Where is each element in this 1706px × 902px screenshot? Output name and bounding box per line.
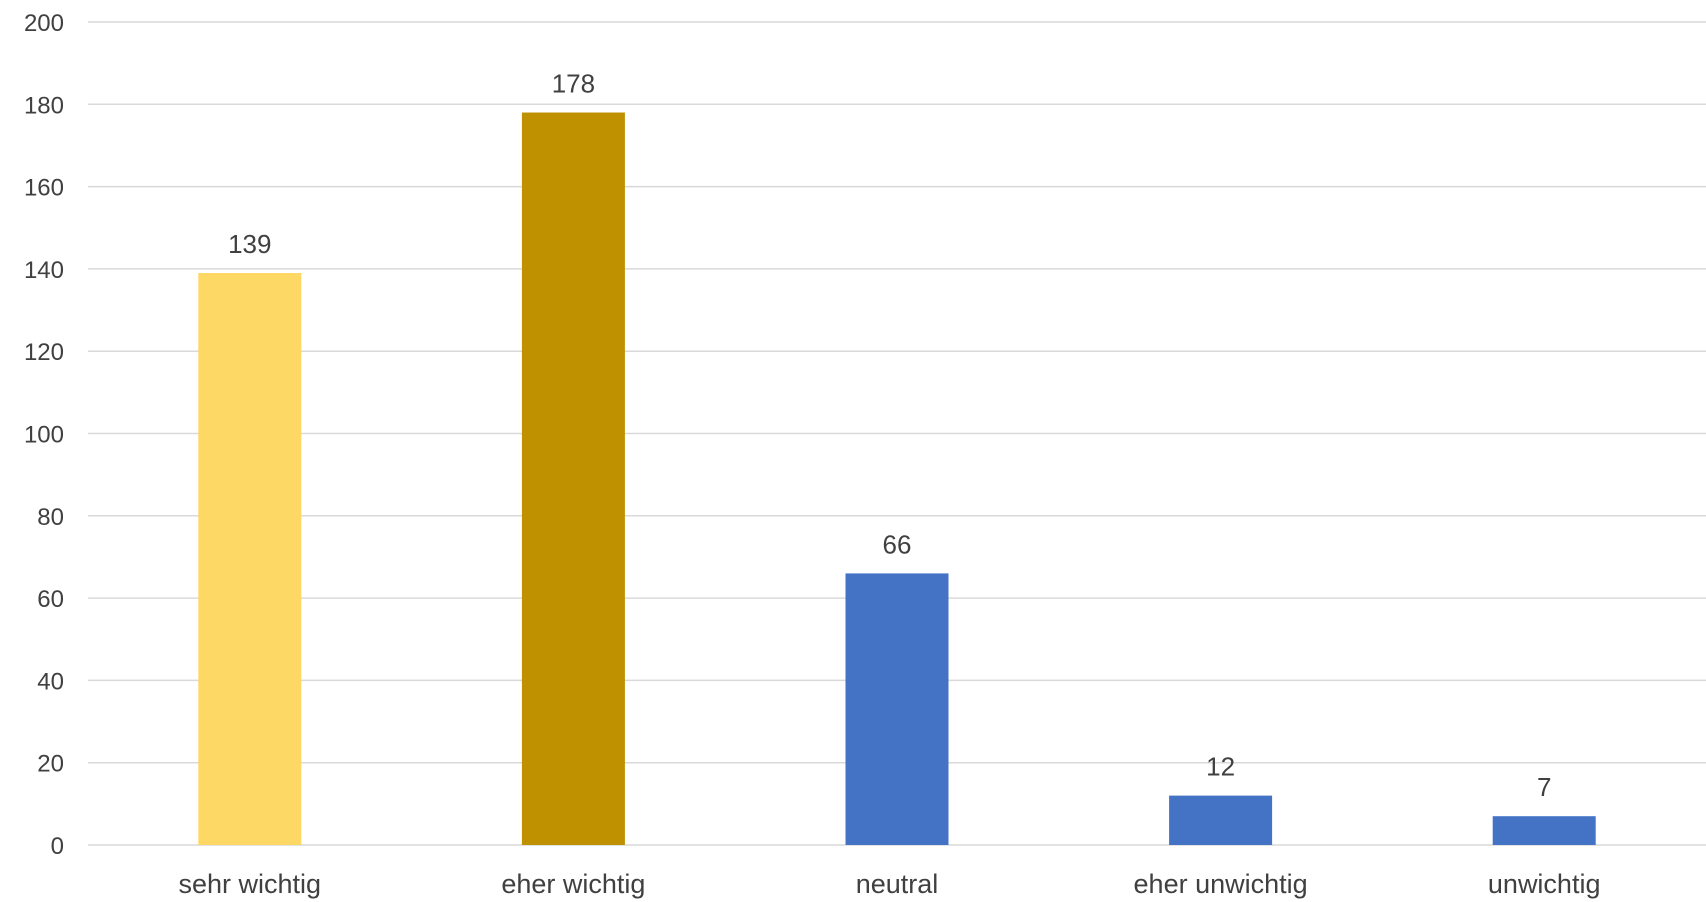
bars xyxy=(198,112,1596,845)
x-category-label: eher wichtig xyxy=(501,869,645,899)
data-label: 7 xyxy=(1537,772,1551,802)
y-tick-label: 40 xyxy=(37,668,64,695)
x-axis-labels: sehr wichtig eher wichtig neutral eher unwi… xyxy=(179,869,1601,899)
y-tick-label: 0 xyxy=(51,833,64,860)
bar-unwichtig xyxy=(1492,816,1596,845)
bar-eher-unwichtig xyxy=(1169,795,1273,845)
data-label: 66 xyxy=(883,529,912,559)
gridlines xyxy=(88,21,1706,846)
y-tick-label: 140 xyxy=(24,257,64,284)
y-axis-ticks: 0 20 40 60 80 100 120 140 160 180 200 xyxy=(24,10,64,860)
data-label: 178 xyxy=(552,69,595,99)
bar-eher-wichtig xyxy=(521,112,625,845)
y-tick-label: 60 xyxy=(37,586,64,613)
data-labels: 139 178 66 12 7 xyxy=(228,69,1551,803)
y-tick-label: 20 xyxy=(37,751,64,778)
y-tick-label: 100 xyxy=(24,422,64,449)
y-tick-label: 80 xyxy=(37,504,64,531)
x-category-label: neutral xyxy=(856,869,939,899)
y-tick-label: 160 xyxy=(24,175,64,202)
y-tick-label: 180 xyxy=(24,92,64,119)
data-label: 12 xyxy=(1206,752,1235,782)
bar-sehr-wichtig xyxy=(198,273,302,845)
x-category-label: eher unwichtig xyxy=(1134,869,1308,899)
x-category-label: unwichtig xyxy=(1488,869,1601,899)
y-tick-label: 120 xyxy=(24,339,64,366)
y-tick-label: 200 xyxy=(24,10,64,37)
x-category-label: sehr wichtig xyxy=(179,869,322,899)
bar-neutral xyxy=(845,573,949,845)
data-label: 139 xyxy=(228,229,271,259)
